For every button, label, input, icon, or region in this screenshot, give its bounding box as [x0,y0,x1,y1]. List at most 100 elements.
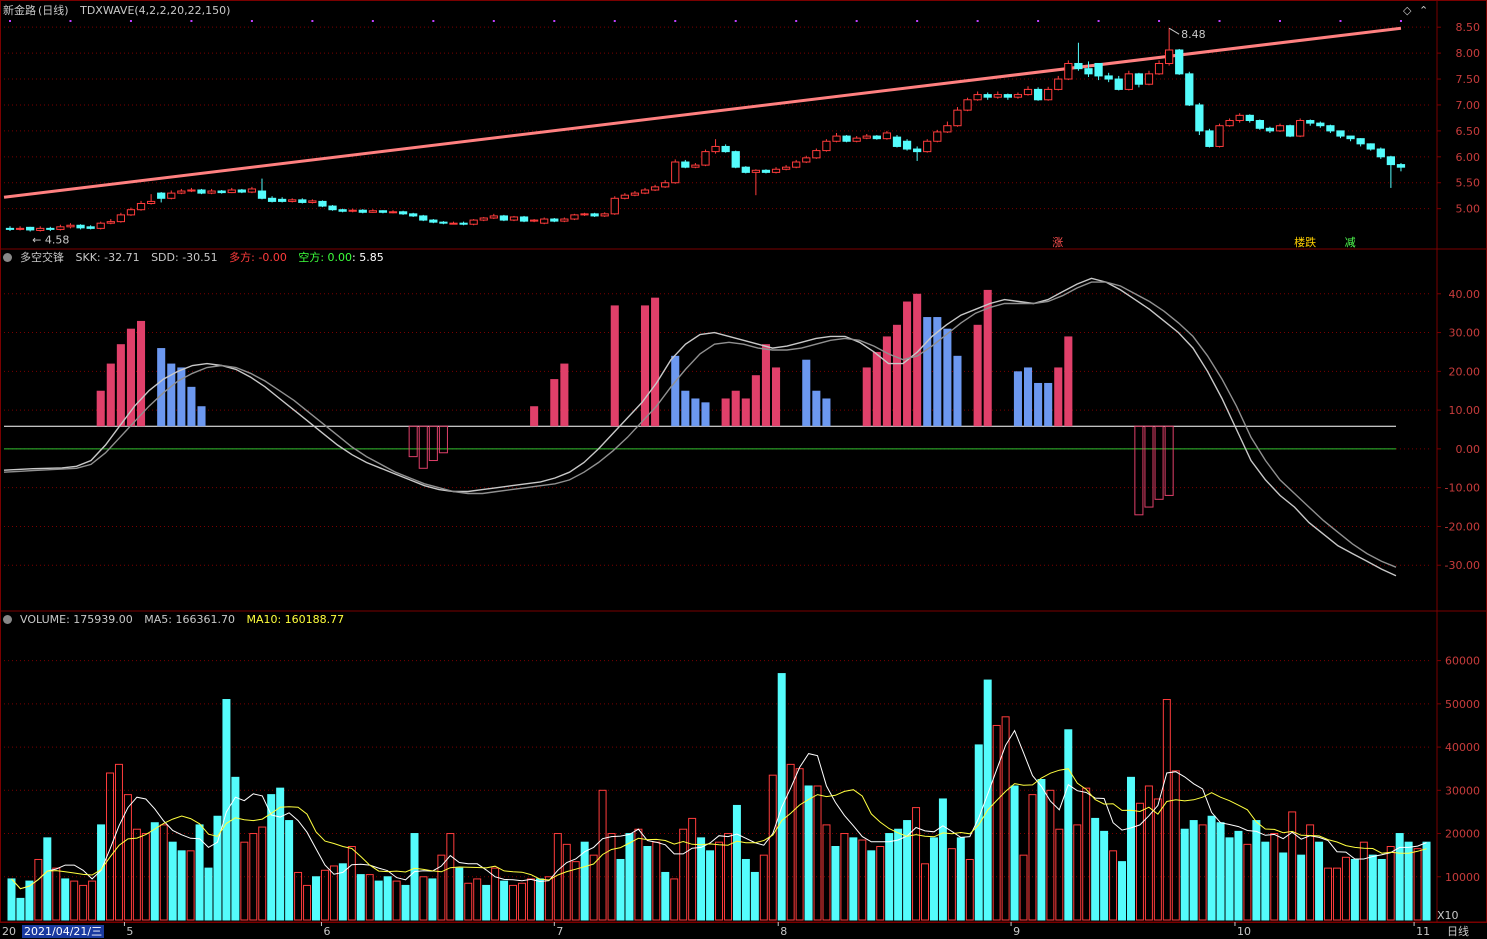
candle[interactable] [852,137,861,142]
candle[interactable] [630,192,640,196]
candle[interactable] [469,219,478,225]
candle[interactable] [439,221,448,224]
candle[interactable] [661,182,670,188]
chevron-icon[interactable]: ⌃ [1419,4,1429,17]
candle[interactable] [479,217,488,221]
candle[interactable] [409,213,418,217]
candle[interactable] [267,197,277,202]
candle[interactable] [872,135,881,140]
candle[interactable] [1336,130,1345,137]
candle[interactable] [902,140,912,150]
candle[interactable] [318,200,327,207]
candle[interactable] [1064,62,1073,80]
candle[interactable] [721,145,730,153]
candle[interactable] [1386,156,1396,166]
candle[interactable] [86,226,95,229]
candle[interactable] [792,161,801,168]
candle[interactable] [519,216,529,222]
candle[interactable] [46,227,55,230]
candle[interactable] [368,210,377,213]
candle[interactable] [620,194,629,199]
candle[interactable] [116,214,126,223]
candle[interactable] [177,190,186,194]
candle[interactable] [1084,68,1093,75]
candle[interactable] [298,199,307,203]
candle[interactable] [550,218,559,222]
candle[interactable] [1316,122,1325,127]
candle[interactable] [741,166,750,173]
candle[interactable] [983,94,992,98]
candle[interactable] [26,226,35,231]
candle[interactable] [1023,88,1033,96]
candle[interactable] [1134,73,1144,85]
candle[interactable] [862,135,871,139]
candle[interactable] [419,215,428,221]
candle[interactable] [1296,120,1305,137]
candle[interactable] [207,190,216,194]
candle[interactable] [771,168,781,173]
candle[interactable] [308,200,317,203]
candle[interactable] [530,219,539,222]
candle[interactable] [398,211,408,215]
candle[interactable] [1154,62,1164,75]
candle[interactable] [1235,114,1244,122]
candle[interactable] [842,135,851,142]
candle[interactable] [560,218,569,222]
candle[interactable] [1124,73,1133,90]
candle[interactable] [167,192,176,199]
candle[interactable] [76,224,85,229]
candle[interactable] [1205,130,1214,147]
candle[interactable] [812,150,821,159]
candle[interactable] [691,164,700,168]
candle[interactable] [913,148,922,153]
candle[interactable] [237,189,246,193]
candle[interactable] [288,199,297,202]
candle[interactable] [1195,104,1204,132]
candle[interactable] [429,219,438,223]
candle[interactable] [1033,88,1043,101]
candle[interactable] [197,189,206,194]
candle[interactable] [681,161,690,168]
candle[interactable] [66,224,75,228]
candle[interactable] [1185,73,1194,106]
candle[interactable] [157,192,166,199]
candle[interactable] [600,213,609,217]
candle[interactable] [187,189,196,192]
candle[interactable] [106,221,115,224]
candle[interactable] [328,205,337,211]
candle[interactable] [1245,114,1254,122]
candle[interactable] [882,132,892,140]
candle[interactable] [348,209,357,212]
candle[interactable] [701,151,710,166]
candle[interactable] [1225,120,1234,127]
candle[interactable] [761,169,771,173]
candle[interactable] [1265,127,1275,132]
candle[interactable] [1356,138,1365,145]
candle[interactable] [1255,120,1264,129]
candle[interactable] [822,140,831,152]
candle[interactable] [96,222,105,229]
candle[interactable] [449,222,458,225]
candle[interactable] [751,169,761,173]
candle[interactable] [1376,148,1385,158]
candle[interactable] [671,161,680,184]
candle[interactable] [1074,62,1083,70]
candle[interactable] [227,189,236,194]
candle[interactable] [1104,75,1113,80]
candle[interactable] [1346,135,1355,140]
candle[interactable] [358,209,367,213]
candle[interactable] [126,209,136,216]
candle[interactable] [1306,120,1315,124]
candle[interactable] [1396,164,1406,168]
candle[interactable] [923,140,932,153]
candle[interactable] [610,197,619,215]
candle[interactable] [802,157,811,163]
candle[interactable] [892,136,902,147]
candle[interactable] [731,151,740,168]
candle[interactable] [378,210,388,213]
candle[interactable] [943,125,952,133]
candle[interactable] [499,215,509,221]
candle[interactable] [933,131,942,142]
candle[interactable] [711,145,720,153]
candle[interactable] [489,215,498,219]
